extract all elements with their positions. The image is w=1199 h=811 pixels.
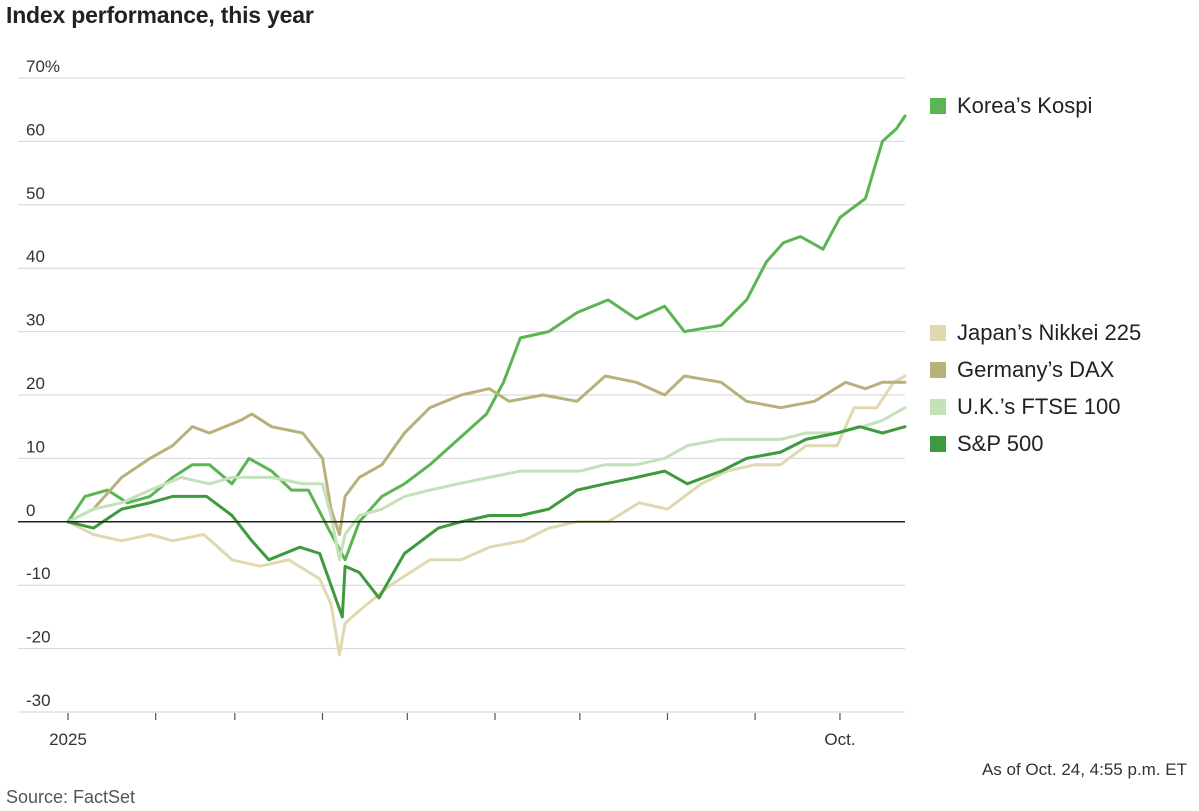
legend-item: U.K.’s FTSE 100 — [930, 394, 1120, 420]
y-tick-label: 40 — [26, 247, 45, 266]
legend-swatch — [930, 325, 946, 341]
legend-label: Japan’s Nikkei 225 — [957, 320, 1142, 345]
y-tick-label: 60 — [26, 120, 45, 139]
legend-swatch — [930, 98, 946, 114]
series-line-u-k-s-ftse-100 — [66, 406, 907, 562]
y-tick-label: -30 — [26, 691, 51, 710]
y-tick-label: 20 — [26, 374, 45, 393]
legend-swatch — [930, 362, 946, 378]
y-tick-label: 70% — [26, 57, 60, 76]
legend-label: Germany’s DAX — [957, 357, 1115, 382]
y-tick-label: 10 — [26, 437, 45, 456]
legend-item: Japan’s Nikkei 225 — [930, 320, 1141, 346]
legend-label: S&P 500 — [957, 431, 1044, 456]
chart-title: Index performance, this year — [6, 2, 314, 28]
source-note: Source: FactSet — [6, 787, 136, 807]
series-line-korea-s-kospi — [66, 114, 907, 562]
series-layer — [66, 114, 907, 657]
legend-item: Germany’s DAX — [930, 357, 1114, 383]
series-line-s-p-500 — [66, 425, 907, 619]
axis-layer: -30 -20 -10 0 10 20 30 40 50 60 70% 2025 Oct. — [18, 57, 905, 749]
y-tick-label: 30 — [26, 311, 45, 330]
legend-swatch — [930, 399, 946, 415]
x-tick-label: Oct. — [824, 730, 855, 749]
x-tick-label: 2025 — [49, 730, 87, 749]
legend-label: Korea’s Kospi — [957, 93, 1093, 118]
legend-label: U.K.’s FTSE 100 — [957, 394, 1121, 419]
y-tick-label: 0 — [26, 501, 35, 520]
y-tick-label: 50 — [26, 184, 45, 203]
series-line-germany-s-dax — [66, 374, 907, 536]
as-of-note: As of Oct. 24, 4:55 p.m. ET — [981, 760, 1187, 779]
legend-item: Korea’s Kospi — [930, 93, 1092, 119]
legend-swatch — [930, 436, 946, 452]
y-tick-label: -20 — [26, 628, 51, 647]
grid-layer — [18, 77, 905, 713]
series-line-japan-s-nikkei-225 — [66, 374, 907, 657]
legend-item: S&P 500 — [930, 431, 1043, 457]
y-tick-label: -10 — [26, 564, 51, 583]
